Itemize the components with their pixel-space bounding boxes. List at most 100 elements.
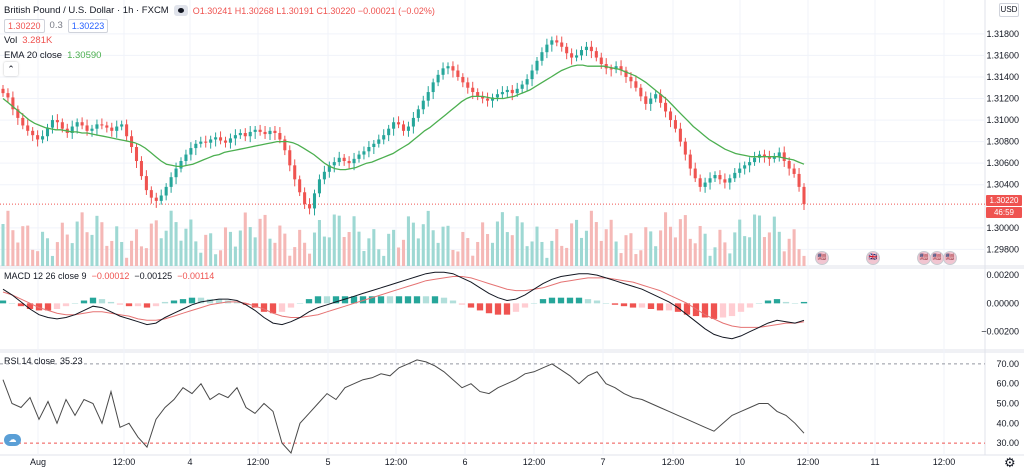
candle bbox=[332, 162, 336, 166]
economic-event-icon[interactable]: 🇺🇸 bbox=[943, 251, 957, 265]
candle bbox=[134, 147, 139, 162]
candle bbox=[100, 124, 104, 126]
volume-bar bbox=[634, 254, 638, 266]
volume-bar bbox=[802, 255, 806, 266]
candle bbox=[738, 168, 742, 173]
cloud-icon[interactable]: ☁ bbox=[4, 434, 21, 446]
collapse-legend-chevron-icon[interactable]: ⌃ bbox=[4, 62, 18, 76]
volume-bar bbox=[565, 247, 569, 266]
volume-bar bbox=[392, 229, 396, 266]
macd-histogram-bar bbox=[8, 303, 16, 304]
macd-histogram-bar bbox=[440, 297, 448, 304]
x-tick-label: 12:00 bbox=[797, 457, 820, 467]
macd-histogram-bar bbox=[143, 303, 151, 308]
volume-bar bbox=[604, 229, 608, 266]
volume-bar bbox=[55, 242, 59, 266]
macd-histogram-bar bbox=[557, 297, 565, 304]
gear-icon[interactable]: ⚙ bbox=[1004, 455, 1016, 470]
volume-bar bbox=[273, 242, 277, 266]
economic-event-icon[interactable]: 🇺🇸 bbox=[815, 251, 829, 265]
candle bbox=[110, 127, 114, 131]
vol-value: 3.281K bbox=[22, 35, 53, 46]
candle bbox=[579, 50, 584, 56]
candle bbox=[495, 94, 499, 98]
volume-bar bbox=[169, 210, 173, 266]
volume-bar bbox=[243, 212, 247, 266]
ask-button[interactable]: 1.30223 bbox=[67, 18, 109, 33]
macd-histogram-bar bbox=[782, 301, 790, 304]
candle bbox=[772, 156, 776, 159]
candle bbox=[312, 193, 317, 209]
volume-bar bbox=[100, 222, 104, 266]
volume-bar bbox=[144, 248, 148, 266]
candle bbox=[416, 109, 420, 118]
candle bbox=[733, 172, 737, 179]
macd-histogram-bar bbox=[728, 303, 736, 317]
candle bbox=[288, 150, 292, 166]
volume-bar bbox=[777, 231, 781, 266]
candle bbox=[649, 98, 653, 104]
rsi-line bbox=[2, 359, 805, 454]
visibility-eye-icon[interactable] bbox=[173, 5, 188, 16]
candle bbox=[481, 96, 485, 99]
candle bbox=[228, 138, 232, 143]
volume-bar bbox=[550, 240, 554, 266]
candle bbox=[327, 165, 331, 172]
candle bbox=[664, 102, 668, 112]
candle bbox=[219, 137, 223, 141]
volume-bar bbox=[154, 220, 158, 266]
volume-bar bbox=[139, 246, 143, 266]
rsi-tick-label: 40.00 bbox=[996, 418, 1019, 428]
volume-bar bbox=[130, 240, 134, 266]
candle bbox=[248, 131, 252, 137]
volume-bar bbox=[41, 231, 45, 266]
candle bbox=[31, 130, 35, 136]
candle bbox=[767, 156, 771, 159]
rsi-tick-label: 70.00 bbox=[996, 359, 1019, 369]
bid-button[interactable]: 1.30220 bbox=[4, 18, 45, 33]
rsi-tick-label: 50.00 bbox=[996, 399, 1019, 409]
macd-histogram-bar bbox=[521, 303, 529, 308]
volume-bar bbox=[347, 232, 351, 266]
volume-bar bbox=[362, 251, 366, 266]
volume-bar bbox=[500, 212, 504, 266]
price-tick-label: 1.30600 bbox=[986, 158, 1019, 168]
macd-tick-label: 0.00000 bbox=[986, 298, 1019, 308]
volume-bar bbox=[782, 251, 786, 266]
volume-bar bbox=[11, 230, 15, 266]
candle bbox=[45, 127, 50, 137]
currency-badge[interactable]: USD bbox=[999, 3, 1019, 17]
macd-histogram-bar bbox=[296, 303, 304, 304]
volume-bar bbox=[678, 219, 682, 266]
candle bbox=[263, 131, 267, 135]
macd-histogram-bar bbox=[305, 299, 313, 304]
candle bbox=[352, 158, 356, 164]
candle bbox=[560, 42, 564, 47]
volume-bar bbox=[352, 216, 356, 266]
macd-tick-label: 0.00200 bbox=[986, 270, 1019, 280]
symbol-title[interactable]: British Pound / U.S. Dollar · 1h · FXCM bbox=[4, 5, 169, 16]
candle bbox=[515, 88, 519, 94]
macd-histogram-bar bbox=[629, 303, 637, 308]
volume-bar bbox=[125, 257, 129, 266]
volume-bar bbox=[110, 240, 114, 266]
macd-histogram-bar bbox=[566, 297, 574, 304]
volume-bar bbox=[762, 237, 766, 266]
volume-bar bbox=[406, 216, 410, 266]
macd-histogram-bar bbox=[764, 300, 772, 304]
volume-bar bbox=[21, 226, 25, 266]
candle bbox=[238, 133, 242, 136]
economic-event-icon[interactable]: 🇺🇸 bbox=[917, 251, 931, 265]
macd-histogram-bar bbox=[242, 303, 250, 305]
volume-bar bbox=[194, 241, 198, 266]
economic-event-icon[interactable]: 🇺🇸 bbox=[930, 251, 944, 265]
macd-histogram-bar bbox=[377, 296, 385, 304]
candle bbox=[357, 154, 361, 159]
economic-event-icon[interactable]: 🇬🇧 bbox=[866, 251, 880, 265]
macd-histogram-bar bbox=[449, 300, 457, 304]
macd-histogram-bar bbox=[584, 299, 592, 304]
volume-bar bbox=[90, 234, 94, 266]
candle bbox=[718, 175, 722, 180]
candle bbox=[144, 176, 148, 191]
